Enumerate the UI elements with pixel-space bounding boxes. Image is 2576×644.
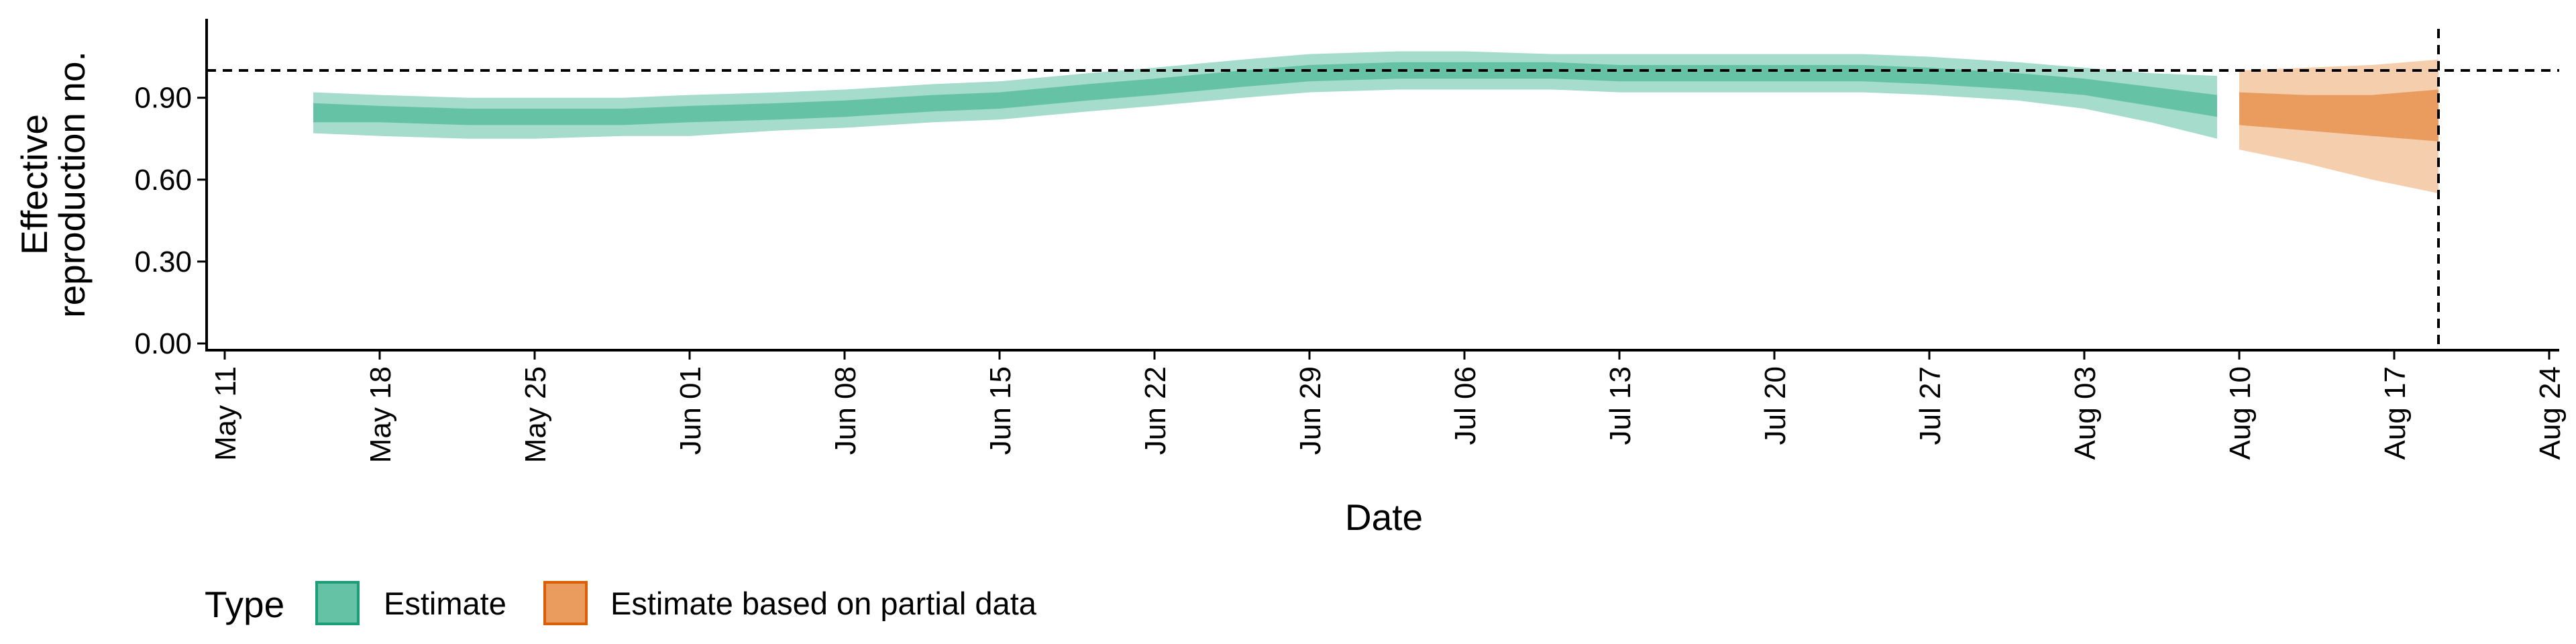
x-tick-label: Jun 08 xyxy=(829,366,862,455)
x-axis-ticks: May 11 May 18 May 25 Jun 01 Jun 08 Jun 15 Jun … xyxy=(209,350,2567,463)
band-50-estimate xyxy=(313,62,2217,125)
legend-swatch-partial-data xyxy=(543,581,588,625)
y-axis-title-line-1: Effective xyxy=(13,114,55,255)
plot-area: May 11 May 18 May 25 Jun 01 Jun 08 Jun 15 Jun … xyxy=(134,19,2567,463)
legend-label-estimate: Estimate xyxy=(384,586,506,621)
y-tick-label: 0.00 xyxy=(134,327,192,360)
x-axis-title: Date xyxy=(1345,496,1423,538)
y-axis-title-line-2: reproduction no. xyxy=(51,51,93,318)
x-tick-label: Aug 10 xyxy=(2224,366,2257,460)
x-tick-label: Aug 24 xyxy=(2534,366,2567,460)
axes-layer xyxy=(205,19,2559,352)
legend-label-partial-data: Estimate based on partial data xyxy=(610,586,1037,621)
x-tick-label: Aug 17 xyxy=(2379,366,2412,460)
x-tick-label: Jul 06 xyxy=(1449,366,1482,445)
y-tick-label: 0.60 xyxy=(134,164,192,197)
y-axis-ticks: 0.00 0.30 0.60 0.90 xyxy=(134,82,207,360)
legend-swatch-estimate xyxy=(315,581,360,625)
band-90-estimate xyxy=(313,51,2217,139)
band-50-partial-data xyxy=(2239,89,2438,142)
x-tick-label: Jul 27 xyxy=(1914,366,1947,445)
legend: Type Estimate Estimate based on partial … xyxy=(205,581,1037,625)
x-tick-label: Jul 20 xyxy=(1759,366,1792,445)
x-tick-label: May 25 xyxy=(519,366,552,463)
y-tick-label: 0.30 xyxy=(134,246,192,278)
x-tick-label: Jul 13 xyxy=(1604,366,1637,445)
x-tick-label: May 11 xyxy=(209,366,242,461)
x-tick-label: Jun 22 xyxy=(1139,366,1172,455)
x-tick-label: May 18 xyxy=(364,366,397,463)
x-tick-label: Jun 29 xyxy=(1294,366,1327,455)
x-tick-label: Aug 03 xyxy=(2069,366,2102,460)
band-layer xyxy=(313,51,2438,194)
x-tick-label: Jun 15 xyxy=(984,366,1017,455)
reference-lines xyxy=(207,29,2559,350)
x-tick-label: Jun 01 xyxy=(674,366,707,455)
legend-title: Type xyxy=(205,584,284,625)
y-tick-label: 0.90 xyxy=(134,82,192,115)
